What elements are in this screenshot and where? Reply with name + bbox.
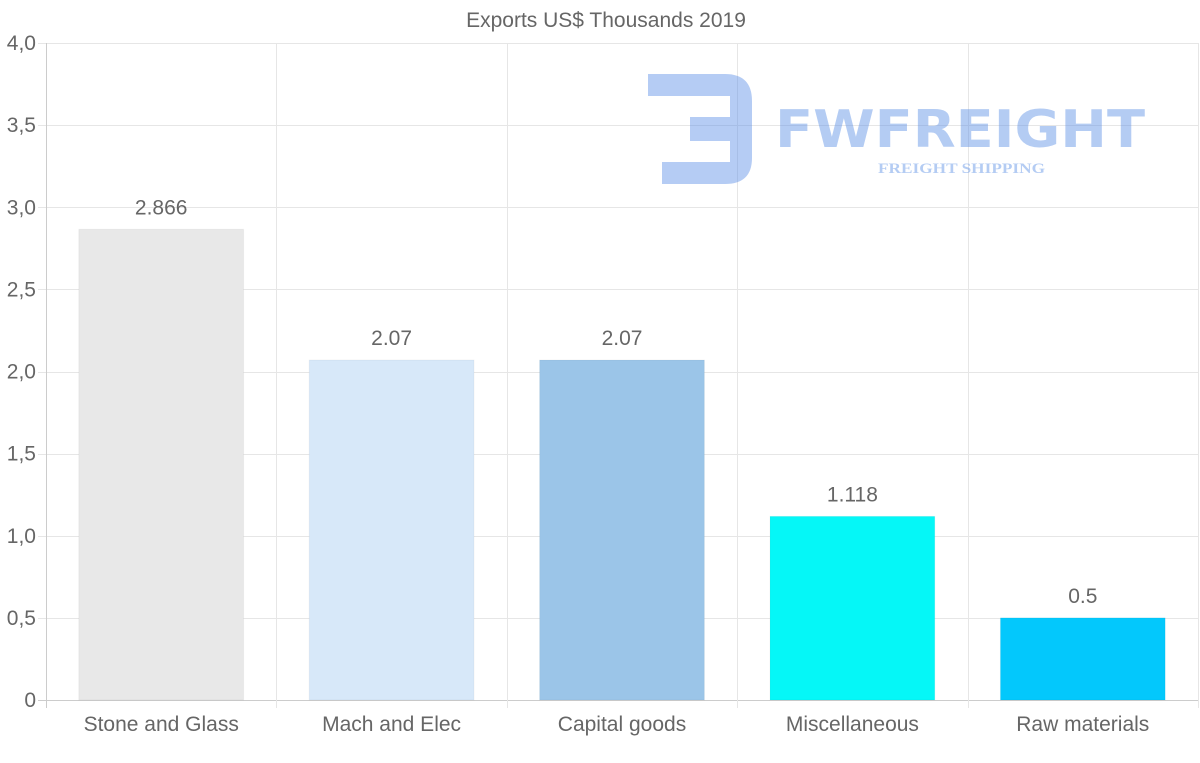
bar-value-label: 2.07	[371, 327, 412, 350]
bar-capital-goods[interactable]	[539, 359, 705, 701]
bar-value-label: 1.118	[827, 483, 878, 506]
watermark-logo-mark	[648, 74, 752, 184]
x-tick-label: Miscellaneous	[786, 713, 919, 736]
y-tick-label: 3,5	[7, 114, 36, 137]
value-labels: 2.866 2.07 2.07 1.118 0.5	[135, 196, 1097, 608]
watermark: FWFREIGHT FREIGHT SHIPPING	[648, 74, 1146, 184]
bar-value-label: 0.5	[1068, 585, 1097, 608]
y-tick-label: 0,5	[7, 607, 36, 630]
watermark-tagline: FREIGHT SHIPPING	[878, 161, 1045, 177]
bar-stone-and-glass[interactable]	[78, 228, 245, 701]
y-tick-label: 1,0	[7, 525, 36, 548]
x-tick-label: Mach and Elec	[322, 713, 461, 736]
x-tick-label: Capital goods	[558, 713, 686, 736]
y-tick-label: 2,0	[7, 361, 36, 384]
y-axis-ticks: 0 0,5 1,0 1,5 2,0 2,5 3,0 3,5 4,0	[7, 32, 36, 712]
bar-raw-materials[interactable]	[999, 617, 1166, 701]
y-tick-label: 3,0	[7, 196, 36, 219]
bar-series	[78, 228, 1166, 701]
y-tick-label: 4,0	[7, 32, 36, 55]
y-tick-label: 0	[24, 689, 36, 712]
x-tick-label: Stone and Glass	[84, 713, 239, 736]
bar-mach-and-elec[interactable]	[308, 359, 475, 701]
x-axis-ticks: Stone and Glass Mach and Elec Capital good…	[84, 713, 1150, 736]
x-tick-label: Raw materials	[1016, 713, 1149, 736]
chart-title: Exports US$ Thousands 2019	[466, 9, 746, 32]
y-tick-label: 1,5	[7, 443, 36, 466]
watermark-brand: FWFREIGHT	[775, 100, 1146, 160]
y-tick-label: 2,5	[7, 278, 36, 301]
bar-value-label: 2.866	[135, 196, 188, 219]
bar-value-label: 2.07	[602, 327, 643, 350]
bar-miscellaneous[interactable]	[769, 515, 936, 701]
